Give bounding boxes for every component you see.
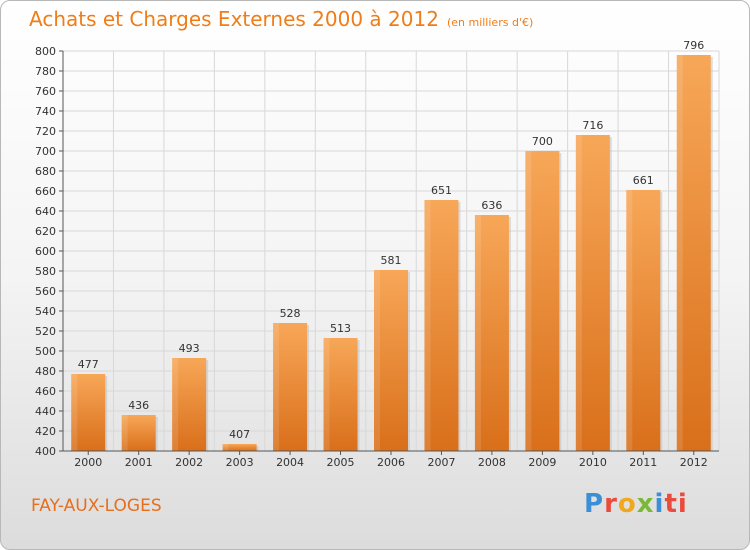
y-tick-label: 740 [35,105,56,118]
x-tick-label: 2005 [327,456,355,469]
y-tick-label: 520 [35,325,56,338]
bar-highlight [525,151,532,451]
x-tick-label: 2011 [629,456,657,469]
data-label: 651 [431,184,452,197]
bar-2011 [626,190,661,451]
bar-highlight [323,338,330,451]
data-label: 436 [128,399,149,412]
bar-highlight [71,374,78,451]
bar-2001 [121,415,156,451]
bar-highlight [474,215,481,451]
y-tick-label: 640 [35,205,56,218]
y-tick-label: 620 [35,225,56,238]
x-tick-label: 2004 [276,456,304,469]
y-tick-label: 720 [35,125,56,138]
y-tick-label: 400 [35,445,56,458]
y-tick-label: 480 [35,365,56,378]
bar-highlight [273,323,280,451]
y-tick-label: 560 [35,285,56,298]
bar-2002 [172,358,207,451]
y-tick-label: 600 [35,245,56,258]
data-label: 796 [683,39,704,52]
data-label: 407 [229,428,250,441]
data-label: 700 [532,135,553,148]
y-tick-label: 460 [35,385,56,398]
y-tick-label: 540 [35,305,56,318]
y-tick-label: 440 [35,405,56,418]
data-label: 636 [481,199,502,212]
x-tick-label: 2007 [427,456,455,469]
data-label: 513 [330,322,351,335]
bar-2006 [374,270,408,451]
y-tick-label: 660 [35,185,56,198]
y-tick-label: 680 [35,165,56,178]
location-label: FAY-AUX-LOGES [31,496,162,516]
bar-2003 [222,444,257,451]
bar-2009 [525,151,560,451]
y-tick-label: 760 [35,85,56,98]
x-tick-label: 2008 [478,456,506,469]
bars [71,55,713,451]
bar-highlight [424,200,431,451]
y-tick-label: 500 [35,345,56,358]
y-tick-label: 700 [35,145,56,158]
bar-2000 [71,374,106,451]
chart-title: Achats et Charges Externes 2000 à 2012 (e… [29,7,534,31]
y-tick-label: 420 [35,425,56,438]
bar-highlight [626,190,633,451]
bar-2008 [474,215,509,451]
chart-subtitle: (en milliers d'€) [446,16,534,29]
data-label: 716 [582,119,603,132]
y-tick-label: 800 [35,45,56,58]
y-tick-label: 580 [35,265,56,278]
data-label: 528 [280,307,301,320]
x-tick-label: 2001 [125,456,153,469]
bar-2012 [676,55,711,451]
proxiti-logo: Proxiti [584,489,688,519]
data-label: 477 [78,358,99,371]
x-tick-label: 2002 [175,456,203,469]
x-tick-label: 2009 [528,456,556,469]
x-tick-label: 2006 [377,456,405,469]
bar-2007 [424,200,459,451]
bar-highlight [676,55,683,451]
data-label: 581 [381,254,402,267]
data-labels: 477 436 493 407 528 513 581 651 636 700 716 661 796 [78,39,705,441]
x-tick-label: 2012 [680,456,708,469]
bar-2010 [575,135,610,451]
data-label: 661 [633,174,654,187]
bar-highlight [121,415,128,451]
bar-highlight [374,270,380,451]
y-tick-label: 780 [35,65,56,78]
axes: 400 420 440 460 480 500 520 540 560 580 600 620 640 6… [35,45,719,469]
bar-2005 [323,338,358,451]
bar-2004 [273,323,308,451]
bar-highlight [222,444,229,451]
x-tick-label: 2000 [74,456,102,469]
bar-highlight [172,358,179,451]
x-tick-label: 2003 [226,456,254,469]
bar-highlight [575,135,582,451]
x-tick-label: 2010 [579,456,607,469]
data-label: 493 [179,342,200,355]
